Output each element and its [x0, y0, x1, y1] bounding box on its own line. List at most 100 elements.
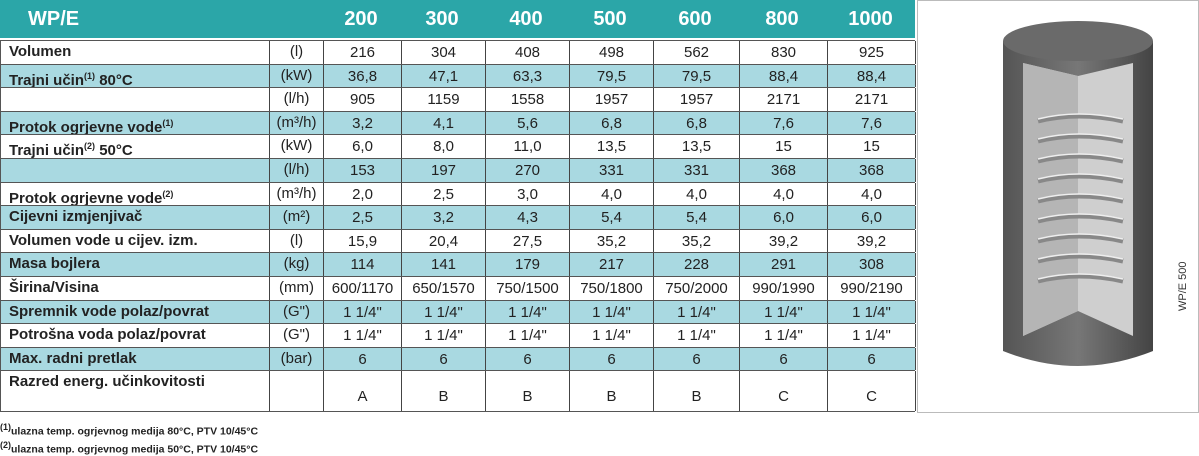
unit-cell: (G") [269, 300, 323, 324]
footnote-text: ulazna temp. ogrjevnog medija 50°C, PTV … [11, 443, 259, 456]
value-cell: 5,4 [653, 206, 739, 229]
unit-cell: (m³/h) [269, 111, 323, 135]
value-cell: 1159 [401, 88, 485, 111]
value-cell: 6 [653, 347, 739, 371]
label-text: Spremnik vode polaz/povrat [9, 302, 210, 320]
unit-cell: (bar) [269, 347, 323, 371]
value-cell: 114 [323, 253, 401, 276]
label-text: Razred energ. učinkovitosti [9, 373, 205, 391]
value-cell: 2171 [739, 88, 827, 111]
value-cell: 990/1990 [739, 277, 827, 300]
value-cell: 1558 [485, 88, 569, 111]
value-cell: 6 [323, 347, 401, 371]
value-cell: 1 1/4" [401, 300, 485, 324]
value-cell: 1 1/4" [653, 300, 739, 324]
value-cell: 1 1/4" [323, 300, 401, 324]
row-label [1, 159, 269, 182]
label-text: Trajni učin [9, 142, 85, 158]
value-cell: 408 [485, 41, 569, 64]
value-cell: 905 [323, 88, 401, 111]
value-cell: C [827, 371, 916, 412]
value-cell: 228 [653, 253, 739, 276]
value-cell: 6,8 [569, 111, 653, 135]
row-label: Protok ogrjevne vode(1) [1, 112, 269, 135]
value-cell: 179 [485, 253, 569, 276]
label-text: Max. radni pretlak [9, 349, 137, 367]
model-label: 1000 [848, 8, 893, 30]
row-label: Protok ogrjevne vode(2) [1, 183, 269, 206]
unit-cell: (kW) [269, 64, 323, 88]
value-cell: 36,8 [323, 64, 401, 88]
table-row: Masa bojlera (kg) 114 141 179 217 228 291 308 [0, 252, 916, 276]
table-row: Volumen vode u cijev. izm. (l) 15,9 20,4 27,… [0, 228, 916, 253]
value-cell: C [739, 371, 827, 412]
value-cell: 750/2000 [653, 277, 739, 300]
row-label: Razred energ. učinkovitosti [1, 371, 269, 411]
value-cell: 6 [401, 347, 485, 371]
label-text: Cijevni izmjenjivač [9, 208, 143, 226]
table-row: (l/h) 153 197 270 331 331 368 368 [0, 158, 916, 182]
value-cell: 2,0 [323, 182, 401, 206]
spec-table: WP/E 200 300 400 500 600 800 1000 Volumen (l) 216 3… [0, 0, 916, 413]
row-label: Masa bojlera [1, 253, 269, 276]
unit-cell: (m³/h) [269, 182, 323, 206]
value-cell: 600/1170 [323, 277, 401, 300]
unit: (l/h) [283, 161, 310, 178]
value-cell: 291 [739, 253, 827, 276]
value-cell: 750/1500 [485, 277, 569, 300]
unit-cell: (l) [269, 41, 323, 64]
unit: (m³/h) [276, 113, 317, 131]
label-footnote-mark: (2) [162, 188, 174, 199]
value-cell: 1 1/4" [569, 324, 653, 347]
value-cell: 1 1/4" [323, 324, 401, 347]
table-row: Protok ogrjevne vode(1) (m³/h) 3,2 4,1 5,6 6,… [0, 110, 916, 135]
value-cell: 1 1/4" [485, 300, 569, 324]
value-cell: 15 [827, 135, 916, 158]
table-row: Trajni učin(1) 80°C (kW) 36,8 47,1 63,3 79,5 7… [0, 63, 916, 88]
value-cell: 650/1570 [401, 277, 485, 300]
value-cell: 1 1/4" [827, 324, 916, 347]
value-cell: A [323, 371, 401, 412]
value-cell: 217 [569, 253, 653, 276]
label-text: Protok ogrjevne vode [9, 118, 163, 135]
value-cell: 6,0 [827, 206, 916, 229]
value-cell: 35,2 [653, 229, 739, 253]
unit-cell [269, 371, 323, 412]
value-cell: 216 [323, 41, 401, 64]
row-label: Max. radni pretlak [1, 348, 269, 371]
row-label: Trajni učin(1) 80°C [1, 65, 269, 88]
label-footnote-mark: (2) [84, 141, 96, 152]
unit-cell: (G") [269, 324, 323, 347]
value-cell: B [653, 371, 739, 412]
value-cell: 79,5 [653, 64, 739, 88]
value-cell: 368 [827, 159, 916, 182]
value-cell: 11,0 [485, 135, 569, 158]
label-text: Volumen vode u cijev. izm. [9, 231, 198, 249]
value-cell: 6 [485, 347, 569, 371]
unit: (m²) [282, 208, 311, 226]
value-cell: 35,2 [569, 229, 653, 253]
unit: (kg) [283, 255, 310, 273]
unit: (kW) [280, 137, 313, 155]
value-cell: 4,0 [569, 182, 653, 206]
value-cell: 6,0 [323, 135, 401, 158]
label-text: Potrošna voda polaz/povrat [9, 326, 206, 344]
value-cell: 63,3 [485, 64, 569, 88]
value-cell: 5,4 [569, 206, 653, 229]
value-cell: 3,2 [401, 206, 485, 229]
unit: (mm) [279, 279, 314, 296]
model-label: 300 [425, 8, 459, 30]
value-cell: 1 1/4" [739, 300, 827, 324]
row-label: Spremnik vode polaz/povrat [1, 301, 269, 324]
label-text: Protok ogrjevne vode [9, 189, 163, 206]
row-label: Potrošna voda polaz/povrat [1, 324, 269, 347]
value-cell: 47,1 [401, 64, 485, 88]
value-cell: 197 [401, 159, 485, 182]
value-cell: 331 [569, 159, 653, 182]
value-cell: 1 1/4" [401, 324, 485, 347]
value-cell: 13,5 [653, 135, 739, 158]
image-caption: WP/E 500 [1177, 261, 1189, 311]
value-cell: 6 [569, 347, 653, 371]
value-cell: 270 [485, 159, 569, 182]
